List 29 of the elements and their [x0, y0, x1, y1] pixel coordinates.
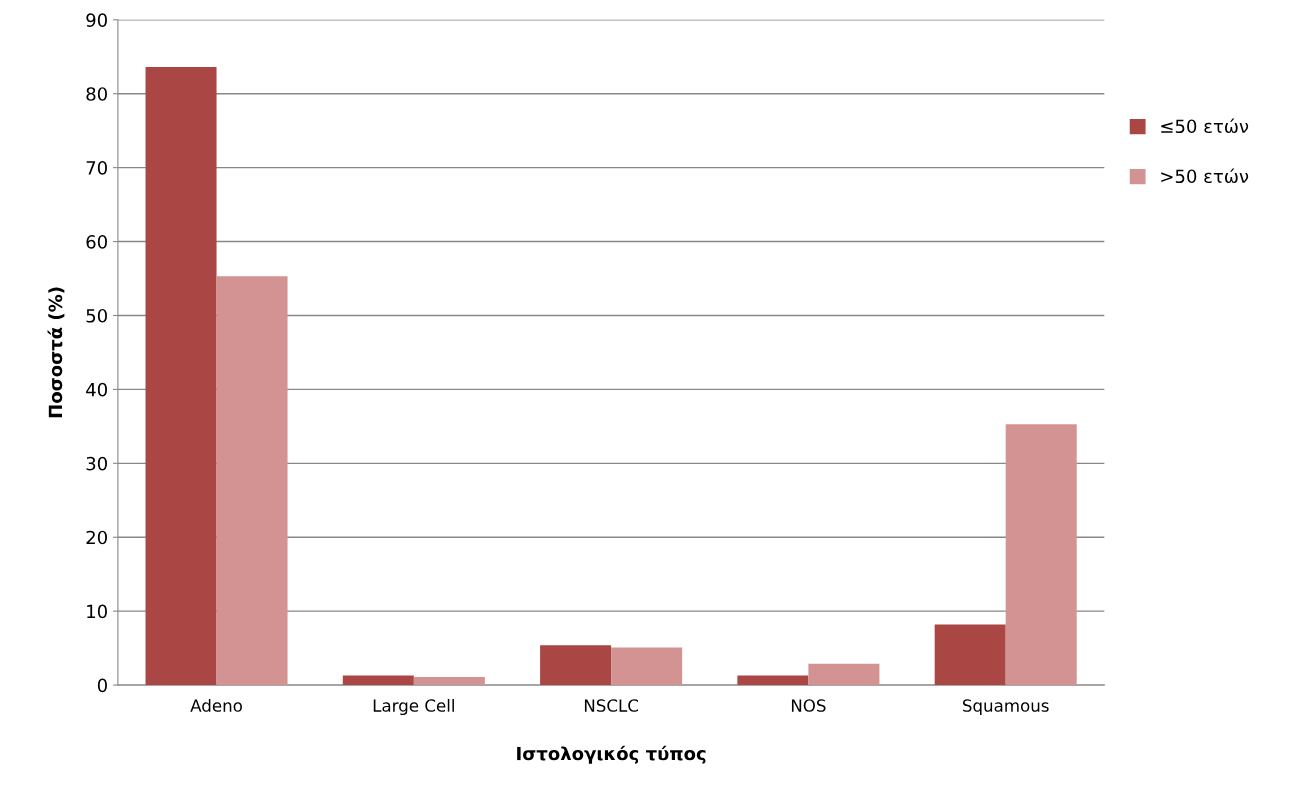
bar: [808, 663, 880, 686]
y-tick-label: 20: [86, 530, 107, 545]
bar: [1005, 424, 1077, 686]
legend-label: >50 ετών: [1161, 168, 1249, 184]
y-tick-label: 60: [86, 235, 107, 249]
y-tick-label: 50: [86, 308, 107, 323]
x-tick-label: Adeno: [190, 698, 242, 712]
x-tick-label: NOS: [791, 699, 826, 712]
x-tick-label: NSCLC: [584, 699, 639, 712]
bar: [342, 675, 414, 686]
bar: [737, 675, 809, 686]
bar: [934, 624, 1006, 686]
bar: [145, 67, 217, 686]
y-tick-label: 0: [97, 678, 107, 693]
x-tick-label: Squamous: [962, 699, 1049, 716]
y-tick-label: 30: [86, 456, 107, 471]
y-tick-label: 40: [86, 382, 107, 397]
bar: [611, 647, 683, 686]
legend-label: ≤50 ετών: [1161, 118, 1249, 134]
x-axis-title: Ιστολογικός τύπος: [517, 745, 706, 764]
y-tick-label: 80: [86, 87, 107, 101]
y-tick-label: 10: [87, 604, 107, 619]
bar: [540, 645, 612, 686]
y-tick-label: 90: [86, 13, 107, 27]
x-tick-label: Large Cell: [373, 698, 454, 716]
bar: [413, 676, 485, 686]
y-tick-label: 70: [86, 161, 107, 175]
bar: [216, 276, 288, 686]
y-axis-title: Ποσοστά (%): [47, 287, 65, 418]
